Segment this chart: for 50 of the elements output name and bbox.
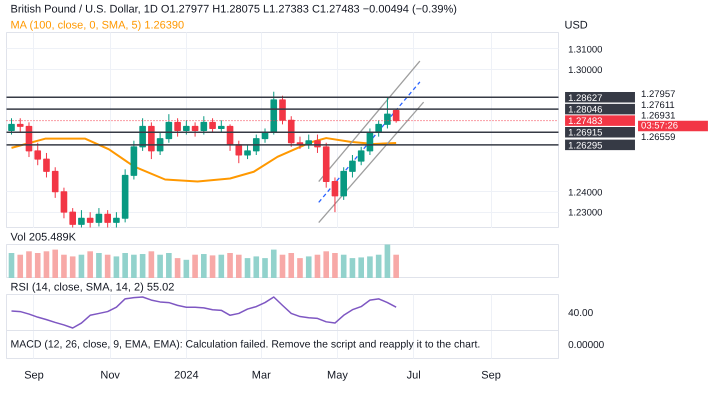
candlestick [69,208,76,228]
text: MACD (12, 26, close, 9, EMA, EMA): Calculation failed. Remove the script and reapply it to the chart. [10,338,480,350]
candlestick [262,128,268,144]
candlestick [113,212,120,228]
candlestick [384,97,391,129]
ref-line-label: 1.27483 [568,116,602,128]
y-tick-label: 1.31000 [568,44,602,56]
ref-line-label: 1.26295 [568,140,602,152]
text: 1.27611 [641,100,675,111]
y-tick-label: 1.23000 [568,208,602,219]
x-tick-label: Mar [252,370,272,382]
candlestick [104,210,111,228]
chart-title: Vol 205.489K [10,232,77,244]
candlestick [78,210,85,228]
chart-title: British Pound / U.S. Dollar, 1D O1.27977 H1.28075 L1.27383 C1.27483 −0.00494 (−0.39%) [10,4,457,16]
candlestick [349,154,356,178]
x-tick-label: May [327,370,348,382]
ref-line-label: 1.28046 [568,104,602,116]
candlestick [244,144,251,160]
candlestick [96,208,102,227]
text: 03:57:26 [641,120,678,132]
candlestick [86,212,94,228]
text: MA (100, close, 0, SMA, 5) 1.26390 [10,20,184,32]
candlestick [60,187,68,219]
x-tick-label: Nov [100,370,120,382]
candlestick [358,146,364,166]
candlestick [43,152,50,178]
ref-line-label: 1.26915 [568,128,602,139]
text: 0.00000 [568,340,605,351]
chart-title: RSI (14, close, SMA, 14, 2) 55.02 [10,282,174,294]
candlestick [192,122,198,138]
text: 40.00 [568,308,594,319]
candlestick [183,120,190,136]
y-tick-label: 1.30000 [568,64,602,76]
text: 1.26559 [641,132,676,144]
x-tick-label: Jul [406,370,421,382]
y-axis-title: USD [564,20,588,32]
candlestick [218,120,225,134]
x-tick-label: Sep [24,370,44,382]
y-tick-label: 1.24000 [568,187,602,198]
candlestick [8,118,15,136]
candlestick [332,176,338,213]
ref-line-label: 1.28627 [568,92,602,104]
text: 1.27957 [641,89,676,100]
x-tick-label: 2024 [174,370,199,382]
x-tick-label: Sep [481,370,501,382]
candlestick [52,166,59,198]
candlestick [34,142,42,166]
text: 1.26931 [641,110,676,122]
candlestick [200,116,208,136]
